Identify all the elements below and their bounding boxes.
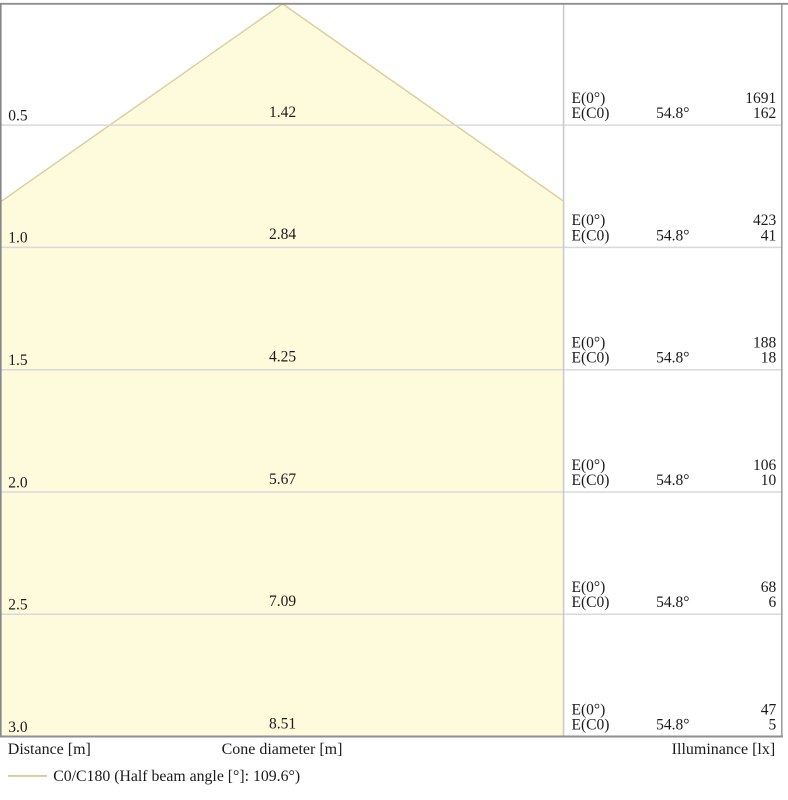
svg-text:E(0°): E(0°) bbox=[572, 457, 606, 474]
svg-text:E(0°): E(0°) bbox=[572, 579, 606, 596]
svg-text:18: 18 bbox=[761, 350, 777, 367]
svg-text:10: 10 bbox=[761, 472, 777, 489]
svg-text:7.09: 7.09 bbox=[269, 593, 296, 610]
svg-text:1.0: 1.0 bbox=[8, 230, 28, 247]
svg-text:C0/C180 (Half beam angle [°]:: C0/C180 (Half beam angle [°]: 109.6°) bbox=[53, 768, 300, 785]
svg-text:E(C0): E(C0) bbox=[572, 350, 610, 367]
svg-text:41: 41 bbox=[761, 227, 777, 244]
svg-text:E(0°): E(0°) bbox=[572, 701, 606, 718]
svg-text:4.25: 4.25 bbox=[269, 349, 296, 366]
svg-text:8.51: 8.51 bbox=[269, 715, 296, 732]
svg-text:E(C0): E(C0) bbox=[572, 227, 610, 244]
svg-text:E(C0): E(C0) bbox=[572, 717, 610, 734]
svg-text:0.5: 0.5 bbox=[8, 107, 28, 124]
svg-text:54.8°: 54.8° bbox=[656, 472, 689, 489]
svg-text:106: 106 bbox=[753, 457, 777, 474]
svg-text:2.5: 2.5 bbox=[8, 597, 28, 614]
svg-text:E(0°): E(0°) bbox=[572, 90, 606, 107]
svg-text:E(0°): E(0°) bbox=[572, 335, 606, 352]
svg-text:E(C0): E(C0) bbox=[572, 594, 610, 611]
svg-text:1.42: 1.42 bbox=[269, 104, 296, 121]
svg-text:Illuminance [lx]: Illuminance [lx] bbox=[672, 741, 776, 758]
svg-text:54.8°: 54.8° bbox=[656, 717, 689, 734]
svg-text:423: 423 bbox=[753, 212, 777, 229]
svg-text:54.8°: 54.8° bbox=[656, 350, 689, 367]
svg-text:E(C0): E(C0) bbox=[572, 105, 610, 122]
svg-text:188: 188 bbox=[753, 335, 777, 352]
svg-text:E(C0): E(C0) bbox=[572, 472, 610, 489]
svg-text:54.8°: 54.8° bbox=[656, 105, 689, 122]
svg-text:162: 162 bbox=[753, 105, 776, 122]
svg-text:Cone diameter [m]: Cone diameter [m] bbox=[222, 741, 343, 758]
svg-text:6: 6 bbox=[768, 594, 776, 611]
svg-text:5.67: 5.67 bbox=[269, 471, 296, 488]
svg-text:1.5: 1.5 bbox=[8, 352, 28, 369]
svg-text:68: 68 bbox=[761, 579, 777, 596]
svg-text:1691: 1691 bbox=[745, 90, 776, 107]
svg-text:54.8°: 54.8° bbox=[656, 594, 689, 611]
svg-text:Distance [m]: Distance [m] bbox=[8, 741, 91, 758]
svg-text:54.8°: 54.8° bbox=[656, 227, 689, 244]
svg-text:47: 47 bbox=[761, 701, 777, 718]
svg-text:3.0: 3.0 bbox=[8, 719, 28, 736]
svg-text:E(0°): E(0°) bbox=[572, 212, 606, 229]
svg-text:2.84: 2.84 bbox=[269, 226, 296, 243]
svg-text:5: 5 bbox=[768, 717, 776, 734]
svg-text:2.0: 2.0 bbox=[8, 474, 28, 491]
